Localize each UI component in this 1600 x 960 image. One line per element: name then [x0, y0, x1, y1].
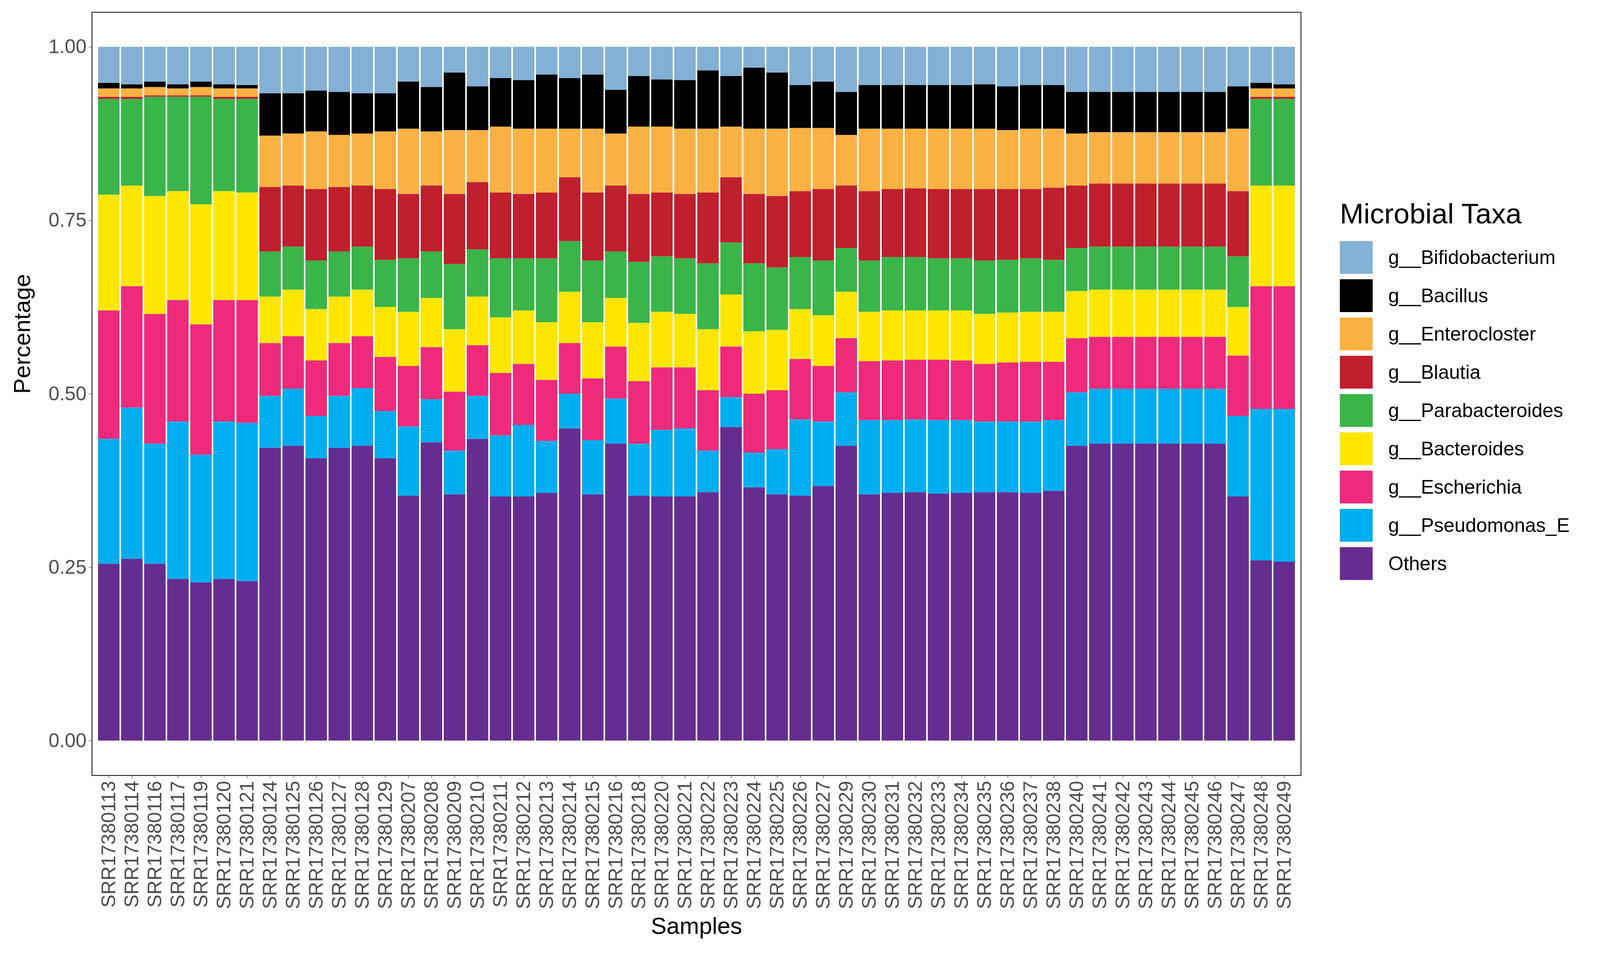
svg-text:SRR17380247: SRR17380247 — [1226, 781, 1249, 910]
svg-text:0.75: 0.75 — [48, 208, 87, 231]
svg-text:SRR17380223: SRR17380223 — [719, 781, 742, 910]
html-text:g__Escherichia: g__Escherichia — [1388, 476, 1522, 499]
svg-text:SRR17380125: SRR17380125 — [282, 781, 304, 910]
html-text:g__Bacillus: g__Bacillus — [1388, 284, 1489, 307]
svg-text:SRR17380230: SRR17380230 — [858, 781, 881, 910]
svg-text:SRR17380121: SRR17380121 — [235, 781, 258, 910]
svg-text:SRR17380237: SRR17380237 — [1019, 781, 1042, 910]
html-text:Microbial Taxa: Microbial Taxa — [1339, 197, 1522, 230]
svg-text:SRR17380244: SRR17380244 — [1157, 781, 1180, 910]
svg-text:SRR17380218: SRR17380218 — [627, 781, 650, 910]
html-text:g__Bifidobacterium: g__Bifidobacterium — [1388, 246, 1556, 269]
svg-text:0.50: 0.50 — [48, 382, 87, 405]
svg-text:SRR17380231: SRR17380231 — [881, 781, 904, 910]
html-text:g__Parabacteroides: g__Parabacteroides — [1388, 399, 1564, 422]
svg-text:SRR17380210: SRR17380210 — [466, 781, 489, 910]
html-text:g__Bacteroides: g__Bacteroides — [1388, 437, 1525, 460]
svg-text:0.00: 0.00 — [48, 729, 87, 752]
svg-text:SRR17380248: SRR17380248 — [1250, 781, 1272, 910]
svg-text:SRR17380233: SRR17380233 — [927, 781, 950, 910]
svg-text:Samples: Samples — [650, 912, 742, 940]
svg-text:SRR17380232: SRR17380232 — [904, 781, 927, 910]
svg-text:SRR17380229: SRR17380229 — [835, 781, 858, 910]
svg-text:SRR17380128: SRR17380128 — [351, 781, 374, 910]
svg-text:SRR17380222: SRR17380222 — [696, 781, 719, 910]
svg-text:SRR17380242: SRR17380242 — [1111, 781, 1134, 910]
svg-text:SRR17380119: SRR17380119 — [189, 781, 212, 908]
svg-text:SRR17380240: SRR17380240 — [1065, 781, 1088, 910]
svg-text:SRR17380236: SRR17380236 — [996, 781, 1019, 910]
svg-text:SRR17380241: SRR17380241 — [1088, 781, 1111, 910]
svg-text:SRR17380124: SRR17380124 — [258, 781, 281, 910]
svg-text:SRR17380245: SRR17380245 — [1180, 781, 1203, 910]
svg-text:SRR17380220: SRR17380220 — [650, 781, 673, 910]
svg-text:SRR17380225: SRR17380225 — [766, 781, 788, 910]
svg-text:SRR17380215: SRR17380215 — [581, 781, 604, 910]
svg-text:SRR17380234: SRR17380234 — [950, 781, 973, 910]
svg-text:SRR17380243: SRR17380243 — [1134, 781, 1157, 910]
html-text:g__Enterocloster: g__Enterocloster — [1388, 323, 1536, 345]
svg-text:SRR17380129: SRR17380129 — [374, 781, 397, 910]
html-text:g__Blautia: g__Blautia — [1388, 361, 1481, 384]
svg-text:SRR17380209: SRR17380209 — [443, 781, 466, 910]
svg-text:1.00: 1.00 — [48, 35, 87, 58]
svg-text:0.25: 0.25 — [48, 556, 87, 579]
svg-text:SRR17380214: SRR17380214 — [558, 781, 581, 910]
svg-text:SRR17380224: SRR17380224 — [742, 781, 765, 910]
svg-text:SRR17380211: SRR17380211 — [489, 781, 512, 908]
svg-text:SRR17380216: SRR17380216 — [604, 781, 627, 910]
svg-text:SRR17380227: SRR17380227 — [812, 781, 834, 910]
svg-text:SRR17380113: SRR17380113 — [97, 781, 120, 908]
svg-text:SRR17380116: SRR17380116 — [143, 781, 166, 908]
svg-text:SRR17380249: SRR17380249 — [1273, 781, 1295, 910]
svg-text:SRR17380126: SRR17380126 — [305, 781, 327, 910]
svg-text:SRR17380208: SRR17380208 — [420, 781, 443, 910]
svg-text:SRR17380114: SRR17380114 — [120, 781, 143, 908]
svg-text:SRR17380226: SRR17380226 — [789, 781, 811, 910]
svg-text:Percentage: Percentage — [8, 274, 36, 395]
svg-text:SRR17380235: SRR17380235 — [973, 781, 996, 910]
html-text:g__Pseudomonas_E: g__Pseudomonas_E — [1388, 514, 1570, 537]
svg-text:SRR17380127: SRR17380127 — [328, 781, 350, 910]
svg-text:SRR17380120: SRR17380120 — [212, 781, 235, 910]
svg-text:SRR17380117: SRR17380117 — [166, 781, 189, 908]
svg-text:SRR17380212: SRR17380212 — [512, 781, 535, 910]
svg-text:SRR17380213: SRR17380213 — [535, 781, 558, 910]
svg-text:SRR17380238: SRR17380238 — [1042, 781, 1065, 910]
svg-text:SRR17380221: SRR17380221 — [673, 781, 696, 910]
svg-text:SRR17380246: SRR17380246 — [1203, 781, 1226, 910]
html-text:Others: Others — [1388, 552, 1447, 575]
svg-text:SRR17380207: SRR17380207 — [397, 781, 420, 910]
